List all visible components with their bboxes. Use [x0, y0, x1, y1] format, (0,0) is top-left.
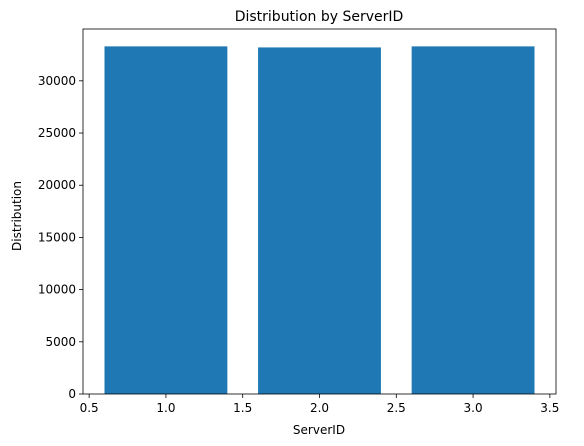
plot-area	[104, 46, 535, 394]
x-tick-label: 1.5	[233, 401, 252, 415]
bar-serverid-2	[258, 47, 381, 394]
x-tick-label: 2.5	[387, 401, 406, 415]
x-tick-label: 3.5	[540, 401, 559, 415]
x-axis-title: ServerID	[293, 423, 345, 437]
y-tick-label: 30000	[38, 74, 76, 88]
chart-title: Distribution by ServerID	[235, 9, 404, 25]
y-tick-label: 5000	[45, 335, 76, 349]
x-tick-label: 0.5	[80, 401, 99, 415]
y-tick-label: 15000	[38, 230, 76, 244]
y-tick-label: 10000	[38, 283, 76, 297]
x-tick-label: 1.0	[156, 401, 175, 415]
y-tick-label: 25000	[38, 126, 76, 140]
y-tick-label: 0	[68, 387, 76, 401]
y-axis-title: Distribution	[10, 181, 24, 251]
bar-serverid-1	[104, 46, 228, 394]
x-tick-label: 3.0	[464, 401, 483, 415]
x-tick-label: 2.0	[310, 401, 329, 415]
bar-serverid-3	[411, 46, 535, 394]
y-tick-label: 20000	[38, 178, 76, 192]
